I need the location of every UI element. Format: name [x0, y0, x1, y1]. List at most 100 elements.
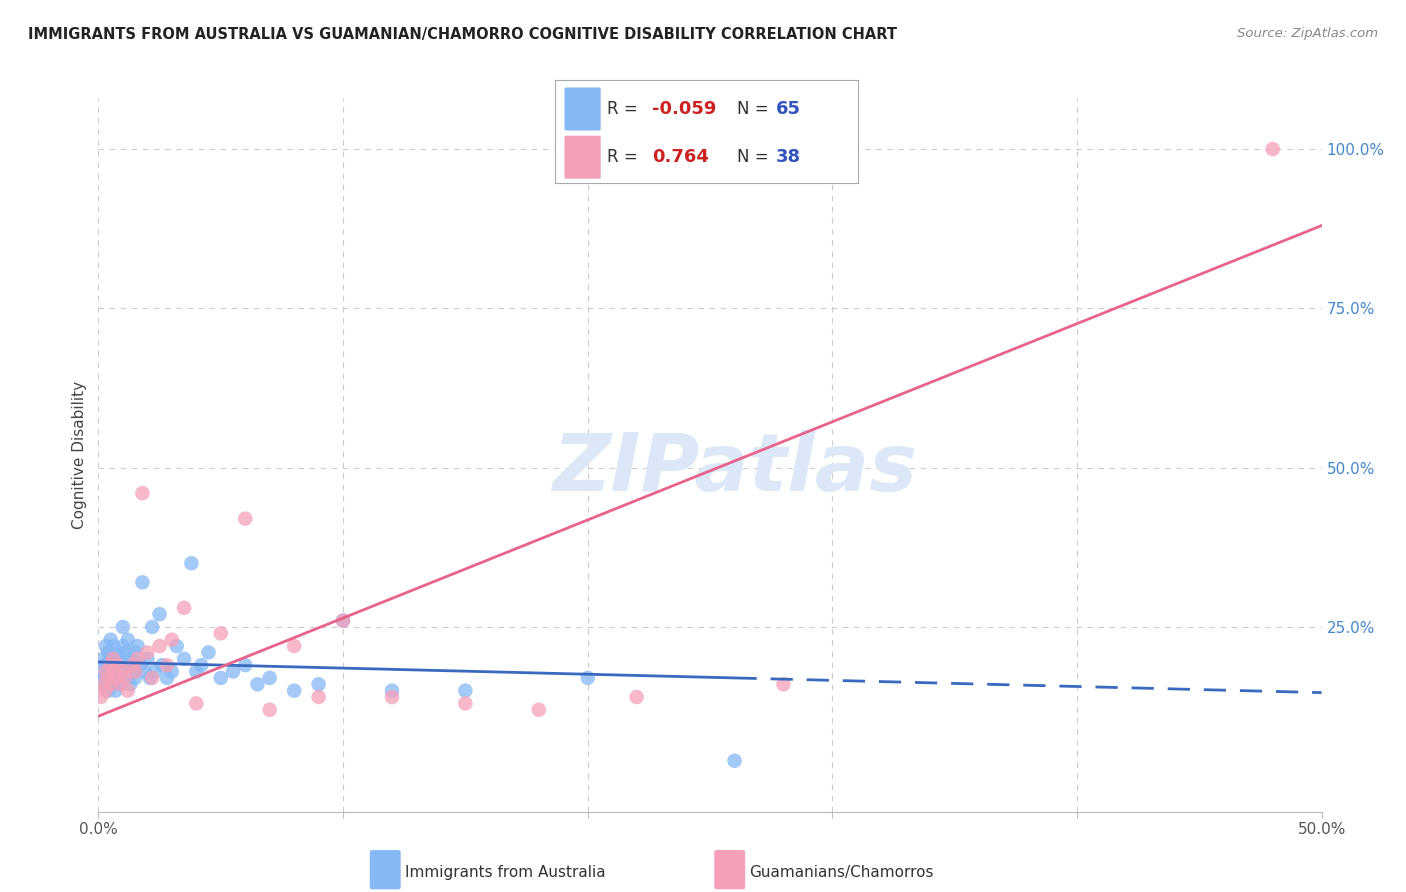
Point [111, 620, 134, 634]
Point [110, 677, 132, 691]
Point [156, 671, 179, 685]
Point [259, 671, 281, 685]
Text: Source: ZipAtlas.com: Source: ZipAtlas.com [1237, 27, 1378, 40]
Point [100, 671, 122, 685]
Point [97, 665, 120, 679]
Point [101, 639, 124, 653]
Point [576, 671, 599, 685]
Point [381, 683, 404, 698]
Point [160, 665, 183, 679]
Point [104, 671, 127, 685]
Point [114, 671, 136, 685]
Point [131, 486, 153, 500]
Point [90, 690, 112, 704]
Point [131, 575, 153, 590]
Point [173, 652, 195, 666]
Point [107, 658, 129, 673]
Point [124, 645, 146, 659]
Point [308, 690, 330, 704]
Point [110, 652, 132, 666]
Point [104, 652, 127, 666]
Point [723, 754, 745, 768]
Point [166, 639, 188, 653]
Point [97, 683, 120, 698]
Point [141, 620, 163, 634]
Point [129, 658, 152, 673]
Text: -0.059: -0.059 [652, 100, 717, 118]
Text: Immigrants from Australia: Immigrants from Australia [405, 865, 606, 880]
Point [94, 639, 117, 653]
Point [233, 658, 256, 673]
Text: IMMIGRANTS FROM AUSTRALIA VS GUAMANIAN/CHAMORRO COGNITIVE DISABILITY CORRELATION: IMMIGRANTS FROM AUSTRALIA VS GUAMANIAN/C… [28, 27, 897, 42]
Point [332, 614, 354, 628]
Point [136, 652, 159, 666]
Point [94, 665, 117, 679]
Point [107, 658, 129, 673]
Point [186, 697, 208, 711]
Point [121, 658, 143, 673]
Point [209, 671, 232, 685]
Point [124, 671, 146, 685]
Point [134, 665, 156, 679]
Point [283, 639, 305, 653]
Point [97, 645, 120, 659]
Point [209, 626, 232, 640]
Text: N =: N = [737, 148, 773, 166]
Point [454, 697, 477, 711]
Point [120, 677, 142, 691]
Point [91, 671, 114, 685]
Text: N =: N = [737, 100, 773, 118]
Point [104, 665, 127, 679]
Y-axis label: Cognitive Disability: Cognitive Disability [72, 381, 87, 529]
Point [1261, 142, 1284, 156]
Point [190, 658, 212, 673]
Point [626, 690, 648, 704]
Point [104, 683, 127, 698]
Point [110, 677, 132, 691]
Point [107, 645, 129, 659]
Point [136, 645, 159, 659]
Point [160, 632, 183, 647]
Text: 38: 38 [776, 148, 801, 166]
Point [117, 632, 139, 647]
Point [91, 652, 114, 666]
Point [111, 639, 134, 653]
Point [772, 677, 794, 691]
Point [197, 645, 219, 659]
Point [90, 665, 112, 679]
Point [180, 556, 202, 570]
Point [454, 683, 477, 698]
Point [156, 658, 179, 673]
Point [100, 632, 122, 647]
Point [222, 665, 245, 679]
Point [100, 652, 122, 666]
Text: 0.764: 0.764 [652, 148, 709, 166]
FancyBboxPatch shape [564, 136, 600, 178]
Point [246, 677, 269, 691]
Point [139, 671, 162, 685]
Point [94, 658, 117, 673]
Point [124, 665, 146, 679]
Text: R =: R = [607, 148, 643, 166]
Point [111, 665, 134, 679]
Point [173, 600, 195, 615]
Point [101, 665, 124, 679]
Point [527, 703, 550, 717]
Point [101, 652, 124, 666]
Point [117, 683, 139, 698]
Point [259, 703, 281, 717]
Point [114, 658, 136, 673]
Point [121, 665, 143, 679]
Point [107, 671, 129, 685]
Point [308, 677, 330, 691]
Point [114, 645, 136, 659]
Point [149, 639, 172, 653]
Point [283, 683, 305, 698]
FancyBboxPatch shape [564, 87, 600, 130]
Point [381, 690, 404, 704]
Text: ZIPatlas: ZIPatlas [553, 430, 917, 508]
Point [149, 607, 172, 622]
Point [120, 652, 142, 666]
Text: 65: 65 [776, 100, 801, 118]
Point [111, 665, 134, 679]
